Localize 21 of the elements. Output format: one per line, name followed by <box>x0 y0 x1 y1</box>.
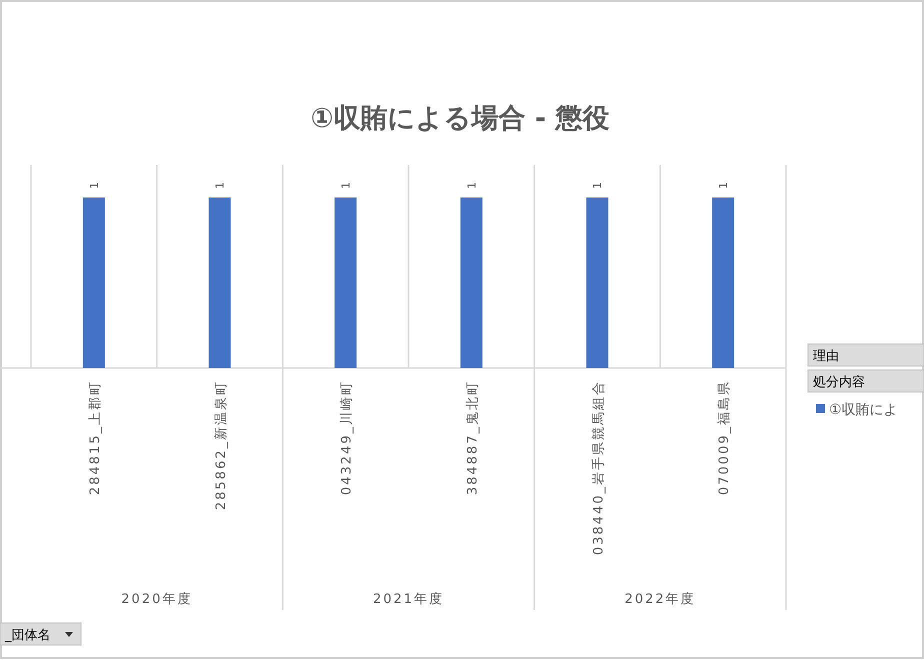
data-label: 1 <box>717 182 730 189</box>
button: 処分内容 <box>808 370 924 392</box>
data-label: 1 <box>88 182 101 189</box>
data-label: 1 <box>591 182 604 189</box>
data-label: 1 <box>340 182 353 189</box>
x-tick-label: 070009_福島県 <box>717 380 732 496</box>
x-tick-label: 285862_新温泉町 <box>214 380 229 510</box>
x-tick-label: 284815_上郡町 <box>88 380 103 496</box>
data-label: 1 <box>465 182 478 189</box>
text: 2021年度 <box>372 591 444 607</box>
chart-title: ①収賄による場合 - 懲役 <box>310 103 610 134</box>
button: _団体名 <box>0 622 82 646</box>
x-tick-label: 384887_鬼北町 <box>465 380 480 496</box>
legend-label: ①収賄によ <box>829 402 898 418</box>
button: 理由 <box>808 344 924 366</box>
x-tick-label: 038440_岩手県競馬組合 <box>591 380 606 556</box>
data-label: 1 <box>214 182 227 189</box>
x-tick-label: 043249_川崎町 <box>340 380 355 496</box>
text: 2020年度 <box>121 591 192 607</box>
legend: ①収賄によ <box>816 402 898 418</box>
text: 2022年度 <box>624 591 696 607</box>
